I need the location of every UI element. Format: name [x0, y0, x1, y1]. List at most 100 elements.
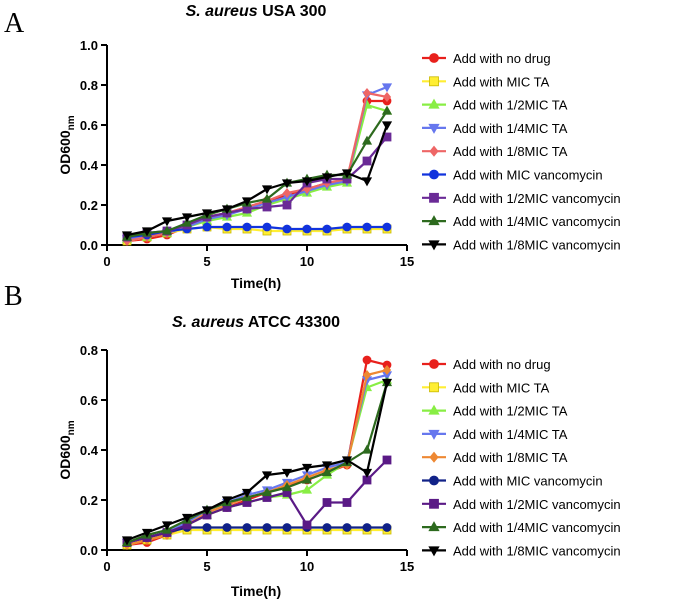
y-tick-label: 0.2 [80, 198, 98, 213]
panel-label: B [4, 281, 23, 312]
data-point [202, 523, 212, 532]
data-point [361, 444, 373, 454]
legend-item: Add with MIC TA [422, 380, 550, 395]
data-point [361, 135, 373, 145]
data-point [281, 179, 293, 189]
legend-marker [428, 98, 440, 109]
chart-title: S. aureus ATCC 43300 [172, 314, 340, 331]
legend-marker [428, 240, 440, 251]
x-axis-title: Time(h) [231, 583, 281, 599]
legend-item: Add with 1/8MIC vancomycin [422, 237, 621, 252]
legend-item: Add with MIC vancomycin [422, 168, 603, 183]
data-point [322, 498, 332, 507]
legend-marker [429, 475, 439, 486]
panel-a: A S. aureus USA 300 Time(h) OD600nm 0 5 10… [4, 3, 621, 291]
legend-item: Add with MIC TA [422, 74, 550, 89]
x-tick-label: 15 [400, 254, 414, 269]
x-tick-label: 10 [300, 559, 314, 574]
data-point [362, 222, 372, 232]
series-3 [121, 99, 393, 243]
y-axis-title-sub: nm [66, 115, 77, 130]
legend-label: Add with 1/4MIC vancomycin [453, 520, 621, 535]
data-point [321, 173, 333, 183]
data-point [302, 520, 312, 530]
series-9 [121, 121, 393, 241]
x-tick-label: 5 [203, 254, 210, 269]
legend-label: Add with 1/2MIC vancomycin [453, 497, 621, 512]
legend-marker [429, 53, 439, 63]
data-point [301, 463, 313, 473]
panel-label: A [4, 8, 25, 39]
data-point [382, 222, 392, 232]
legend-label: Add with 1/8MIC TA [453, 450, 568, 465]
legend-item: Add with 1/2MIC vancomycin [422, 191, 621, 206]
data-point [201, 209, 213, 219]
data-point [261, 185, 273, 195]
data-point [242, 523, 252, 532]
data-point [322, 523, 332, 532]
x-tick-label: 10 [300, 254, 314, 269]
data-point [301, 484, 313, 494]
series-line [126, 110, 388, 239]
data-point [261, 193, 273, 203]
data-point [362, 355, 372, 365]
chart-title-rest: USA 300 [258, 3, 327, 20]
data-point [342, 222, 352, 232]
legend-marker [428, 546, 440, 557]
legend-marker [429, 451, 439, 463]
data-point [301, 177, 313, 187]
legend-marker [429, 76, 439, 87]
legend-item: Add with MIC vancomycin [422, 474, 603, 489]
legend-item: Add with 1/4MIC TA [422, 427, 568, 442]
legend-item: Add with 1/2MIC vancomycin [422, 497, 621, 512]
legend-marker [429, 169, 439, 180]
data-point [382, 364, 392, 376]
legend-item: Add with 1/2MIC TA [422, 404, 568, 419]
data-point [342, 523, 352, 532]
legend-label: Add with 1/2MIC TA [453, 98, 568, 113]
data-point [161, 225, 173, 235]
data-point [362, 369, 372, 381]
y-tick-label: 0.4 [80, 443, 99, 458]
data-point [222, 523, 232, 532]
data-point [382, 455, 392, 465]
data-point [282, 224, 292, 234]
data-point [361, 468, 373, 478]
y-tick-label: 0.4 [80, 158, 99, 173]
y-tick-label: 0.2 [80, 493, 98, 508]
data-point [241, 488, 253, 498]
data-point [341, 456, 353, 466]
legend-label: Add with 1/8MIC TA [453, 144, 568, 159]
legend: Add with no drug Add with MIC TA Add with … [422, 357, 621, 558]
y-tick-label: 1.0 [80, 38, 98, 53]
x-tick-label: 5 [203, 559, 210, 574]
legend-item: Add with 1/8MIC TA [422, 144, 568, 159]
legend-label: Add with 1/4MIC vancomycin [453, 214, 621, 229]
data-point [281, 482, 293, 492]
data-point [302, 224, 312, 234]
data-point [361, 177, 373, 187]
x-tick-label: 0 [103, 559, 110, 574]
series-9 [121, 378, 393, 546]
data-point [262, 222, 272, 232]
legend-item: Add with 1/4MIC vancomycin [422, 520, 621, 535]
legend-item: Add with 1/2MIC TA [422, 98, 568, 113]
legend-label: Add with 1/2MIC TA [453, 404, 568, 419]
data-point [221, 205, 233, 215]
y-axis-title-main: OD600 [57, 435, 73, 480]
data-point [141, 227, 153, 237]
chart-title: S. aureus USA 300 [186, 3, 327, 20]
data-point [382, 523, 392, 532]
x-tick-label: 15 [400, 559, 414, 574]
data-point [382, 91, 392, 103]
legend-marker [428, 429, 440, 440]
x-axis-title: Time(h) [231, 275, 281, 291]
chart-title-rest: ATCC 43300 [244, 314, 340, 331]
legend-label: Add with no drug [453, 357, 551, 372]
series-layer [121, 355, 393, 551]
data-point [262, 202, 272, 212]
legend-marker [429, 192, 439, 203]
y-axis-title: OD600nm [57, 420, 77, 479]
data-point [241, 197, 253, 207]
data-point [321, 461, 333, 471]
